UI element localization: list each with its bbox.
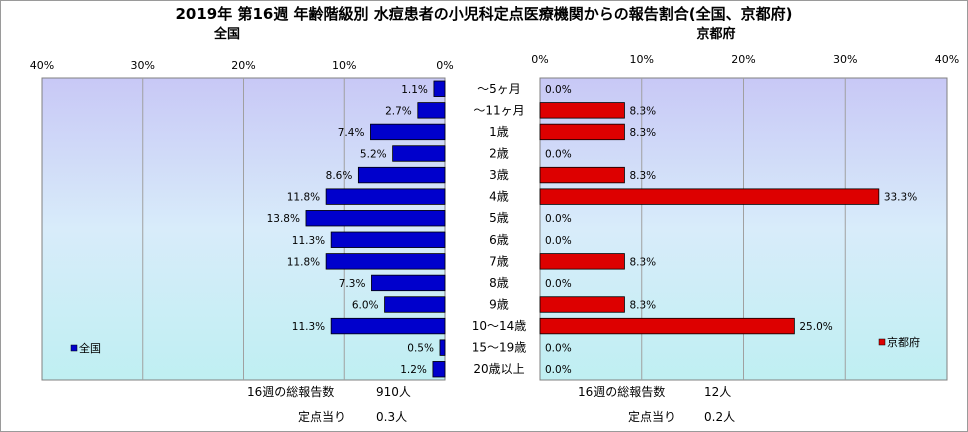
left-total-value: 910人 xyxy=(376,385,411,399)
left-bar xyxy=(384,296,446,313)
right-bar-value-label: 0.0% xyxy=(545,149,572,161)
left-bar xyxy=(330,317,446,335)
left-axis-ticks: 0% 10% 20% 30% 40% xyxy=(30,59,454,72)
right-bar xyxy=(539,296,625,313)
left-legend-swatch xyxy=(70,344,78,352)
left-tick-label: 0% xyxy=(436,59,453,72)
left-bar-value-label: 7.4% xyxy=(338,127,365,139)
right-bars: 0.0% 8.3% 8.3% 0.0% 8.3% 33.3% 0.0% 0.0% 8.3% 0.0… xyxy=(539,84,917,376)
right-legend-swatch xyxy=(878,338,886,346)
right-bar-value-label: 0.0% xyxy=(545,84,572,96)
left-bar xyxy=(417,102,446,119)
right-bar-value-label: 8.3% xyxy=(629,105,656,117)
left-footer: 16週の総報告数 910人 定点当り 0.3人 xyxy=(247,384,411,424)
right-total-value: 12人 xyxy=(704,385,731,399)
category-label: 7歳 xyxy=(489,254,509,268)
right-legend-label: 京都府 xyxy=(887,335,920,349)
category-label: 20歳以上 xyxy=(473,362,524,376)
chart-title: 2019年 第16週 年齢階級別 水痘患者の小児科定点医療機関からの報告割合(全… xyxy=(175,5,792,23)
category-labels: ～5ヶ月 ～11ヶ月 1歳 2歳 3歳 4歳 5歳 6歳 7歳 8歳 9歳 10～14歳 15～19歳 2… xyxy=(472,82,527,376)
left-bar xyxy=(325,188,446,205)
right-per-value: 0.2人 xyxy=(704,410,735,424)
left-bar-value-label: 6.0% xyxy=(352,300,379,312)
category-label: 8歳 xyxy=(489,276,509,290)
left-bar-value-label: 7.3% xyxy=(339,278,366,290)
right-bar-value-label: 0.0% xyxy=(545,213,572,225)
right-bar-value-label: 8.3% xyxy=(629,300,656,312)
left-bar xyxy=(325,253,446,270)
left-bar-value-label: 11.8% xyxy=(287,192,320,204)
right-bar xyxy=(539,166,625,184)
category-label: ～11ヶ月 xyxy=(473,103,524,117)
left-bar-value-label: 8.6% xyxy=(326,170,353,182)
left-bars: 1.1% 2.7% 7.4% 5.2% 8.6% 11.8% 13.8% 11.3% 11.8%… xyxy=(267,80,446,378)
category-label: 1歳 xyxy=(489,125,509,139)
category-label: 5歳 xyxy=(489,211,509,225)
right-bar-value-label: 0.0% xyxy=(545,278,572,290)
category-label: 10～14歳 xyxy=(472,319,527,333)
category-label: 4歳 xyxy=(489,190,509,204)
left-bar xyxy=(357,166,446,184)
right-bar-value-label: 0.0% xyxy=(545,235,572,247)
category-label: 9歳 xyxy=(489,298,509,312)
left-tick-label: 20% xyxy=(231,59,255,72)
left-bar-value-label: 1.2% xyxy=(400,364,427,376)
right-total-label: 16週の総報告数 xyxy=(578,384,665,399)
right-bar-value-label: 8.3% xyxy=(629,127,656,139)
right-bar-value-label: 33.3% xyxy=(884,192,917,204)
left-bar-value-label: 11.8% xyxy=(287,256,320,268)
right-tick-label: 0% xyxy=(531,53,548,66)
left-bar xyxy=(371,274,446,292)
right-bar-value-label: 8.3% xyxy=(629,256,656,268)
left-bar xyxy=(370,123,446,141)
left-bar xyxy=(330,231,446,248)
left-bar xyxy=(392,145,446,162)
right-bar xyxy=(539,317,795,335)
left-per-label: 定点当り xyxy=(298,409,346,424)
right-axis-ticks: 0% 10% 20% 30% 40% xyxy=(531,53,959,66)
right-bar-value-label: 0.0% xyxy=(545,343,572,355)
right-bar xyxy=(539,253,625,270)
left-bar-value-label: 0.5% xyxy=(407,343,434,355)
right-tick-label: 30% xyxy=(833,53,857,66)
category-label: 2歳 xyxy=(489,147,509,161)
left-bar-value-label: 11.3% xyxy=(292,321,325,333)
category-label: 3歳 xyxy=(489,168,509,182)
left-subtitle: 全国 xyxy=(213,26,240,42)
left-bar-value-label: 13.8% xyxy=(267,213,300,225)
right-bar-value-label: 8.3% xyxy=(629,170,656,182)
category-label: 15～19歳 xyxy=(472,341,527,355)
left-bar-value-label: 2.7% xyxy=(385,105,412,117)
right-tick-label: 20% xyxy=(731,53,755,66)
right-bar xyxy=(539,102,625,119)
right-legend: 京都府 xyxy=(878,335,920,349)
left-bar xyxy=(433,80,446,97)
left-bar-value-label: 5.2% xyxy=(360,149,387,161)
left-bar-value-label: 1.1% xyxy=(401,84,428,96)
category-label: ～5ヶ月 xyxy=(477,82,521,96)
right-subtitle: 京都府 xyxy=(696,26,735,42)
left-legend: 全国 xyxy=(70,341,101,355)
left-tick-label: 40% xyxy=(30,59,54,72)
category-label: 6歳 xyxy=(489,233,509,247)
right-bar-value-label: 25.0% xyxy=(799,321,832,333)
right-bar xyxy=(539,123,625,141)
left-legend-label: 全国 xyxy=(79,341,101,355)
left-bar xyxy=(439,339,446,356)
left-bar-value-label: 11.3% xyxy=(292,235,325,247)
left-tick-label: 10% xyxy=(332,59,356,72)
right-bar-value-label: 0.0% xyxy=(545,364,572,376)
left-tick-label: 30% xyxy=(131,59,155,72)
right-per-label: 定点当り xyxy=(628,409,676,424)
right-tick-label: 40% xyxy=(935,53,959,66)
right-tick-label: 10% xyxy=(630,53,654,66)
left-bar xyxy=(305,210,446,227)
right-footer: 16週の総報告数 12人 定点当り 0.2人 xyxy=(578,384,735,424)
right-bar xyxy=(539,188,880,205)
left-bar xyxy=(432,361,446,378)
left-per-value: 0.3人 xyxy=(376,410,407,424)
left-total-label: 16週の総報告数 xyxy=(247,384,334,399)
